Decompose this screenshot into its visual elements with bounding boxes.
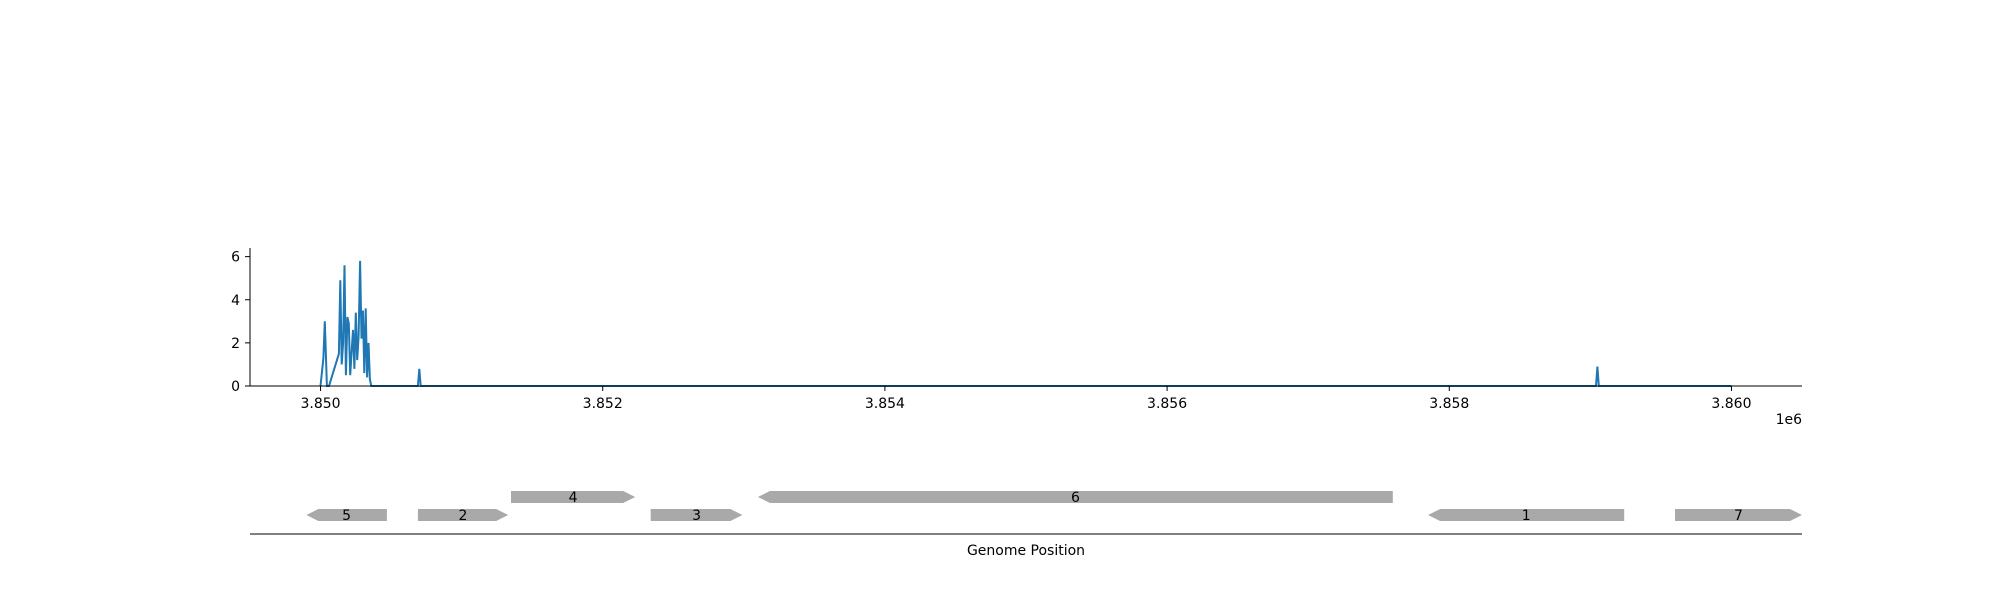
- gene-label: 7: [1734, 508, 1743, 524]
- gene-label: 1: [1522, 508, 1531, 524]
- gene-track: 5 2 4 3 6 1 7 Genome Position: [250, 490, 1802, 559]
- gene-arrow: [306, 509, 387, 521]
- x-tick-label: 3.850: [300, 396, 340, 412]
- y-tick-label: 6: [231, 250, 240, 266]
- gene-arrow: [757, 491, 1393, 503]
- coverage-plot: 3.850 3.852 3.854 3.856 3.858 3.860 0 2 4 6 1e6: [231, 248, 1802, 428]
- gene-arrows: 5 2 4 3 6 1 7: [306, 490, 1802, 524]
- gene-arrow: [417, 509, 509, 521]
- x-tick-label: 3.856: [1147, 396, 1187, 412]
- gene-label: 5: [342, 508, 351, 524]
- x-axis-title: Genome Position: [967, 543, 1085, 559]
- y-tick-label: 0: [231, 379, 240, 395]
- x-tick-label: 3.852: [583, 396, 623, 412]
- y-tick-label: 4: [231, 293, 240, 309]
- gene-arrow: [650, 509, 743, 521]
- gene-label: 2: [459, 508, 468, 524]
- x-axis-ticks: 3.850 3.852 3.854 3.856 3.858 3.860: [300, 386, 1752, 412]
- coverage-line: [319, 260, 1732, 387]
- coverage-series: [319, 260, 1732, 387]
- gene-label: 4: [569, 490, 578, 506]
- x-tick-label: 3.858: [1429, 396, 1469, 412]
- gene-arrow: [1428, 509, 1625, 521]
- gene-label: 3: [692, 508, 701, 524]
- gene-arrow: [1675, 509, 1802, 521]
- gene-label: 6: [1071, 490, 1080, 506]
- x-axis-offset-label: 1e6: [1776, 412, 1803, 428]
- x-tick-label: 3.860: [1711, 396, 1751, 412]
- y-tick-label: 2: [231, 336, 240, 352]
- x-tick-label: 3.854: [865, 396, 905, 412]
- gene-arrow: [511, 491, 636, 503]
- y-axis-ticks: 0 2 4 6: [231, 250, 250, 395]
